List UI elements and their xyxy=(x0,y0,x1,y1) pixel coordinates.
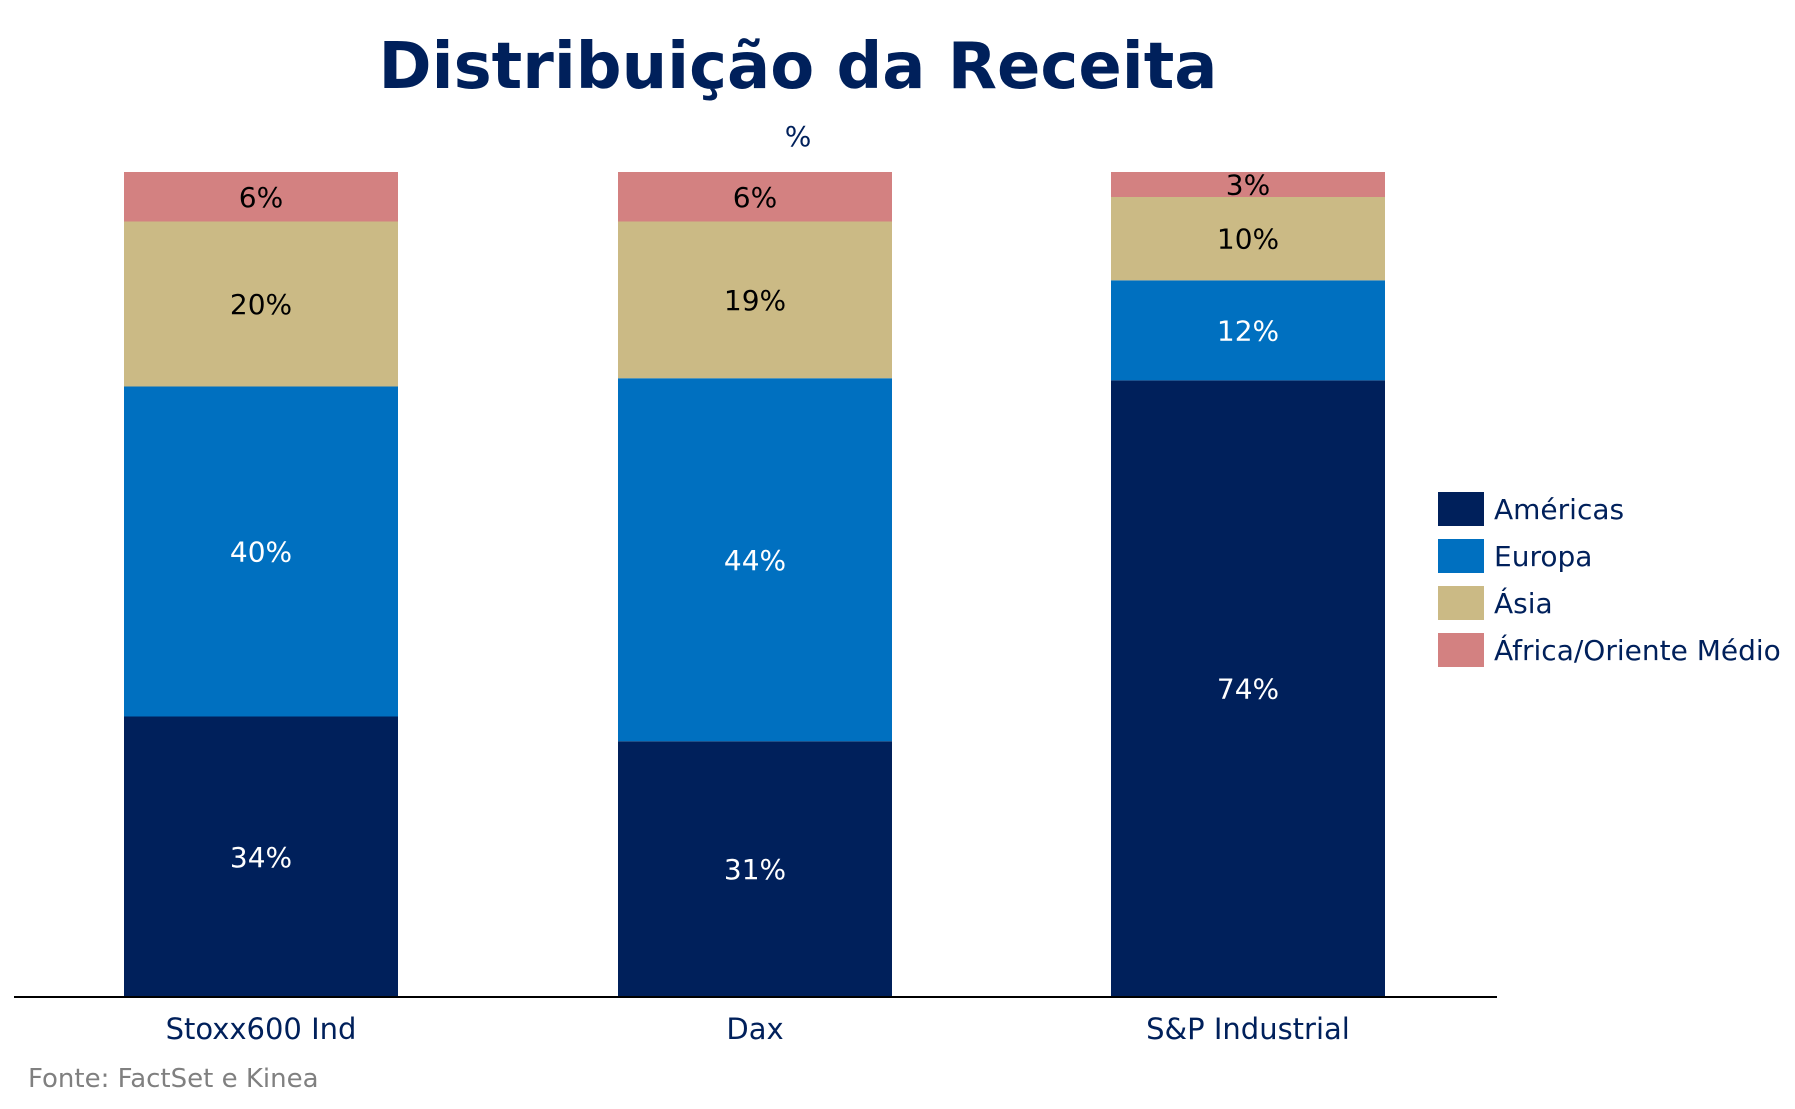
bar-segment-dax-africa-oriente-medio xyxy=(618,172,892,222)
data-label-s-p-industrial-europa: 12% xyxy=(1217,314,1279,347)
bar-segment-dax-americas xyxy=(618,741,892,997)
data-label-stoxx600-ind-africa-oriente-medio: 6% xyxy=(239,181,283,214)
source-note: Fonte: FactSet e Kinea xyxy=(28,1064,319,1094)
bar-segment-stoxx600-ind-europa xyxy=(124,386,398,717)
legend-label-europa: Europa xyxy=(1494,540,1592,573)
legend-label-americas: Américas xyxy=(1494,493,1624,526)
bars-group xyxy=(124,172,1385,997)
legend-swatch-asia xyxy=(1438,586,1484,620)
data-label-stoxx600-ind-europa: 40% xyxy=(230,536,292,569)
bar-segment-s-p-industrial-americas xyxy=(1111,380,1385,997)
legend-label-asia: Ásia xyxy=(1494,586,1553,620)
data-label-s-p-industrial-asia: 10% xyxy=(1217,223,1279,256)
chart-subtitle: % xyxy=(785,120,812,153)
x-tick-label-dax: Dax xyxy=(726,1012,783,1046)
data-label-dax-asia: 19% xyxy=(724,284,786,317)
chart-title: Distribuição da Receita xyxy=(379,30,1218,104)
legend-swatch-europa xyxy=(1438,539,1484,573)
legend-label-africa-oriente-medio: África/Oriente Médio xyxy=(1494,633,1781,667)
bar-segment-s-p-industrial-asia xyxy=(1111,197,1385,281)
bar-segment-dax-asia xyxy=(618,221,892,379)
x-tick-label-stoxx600-ind: Stoxx600 Ind xyxy=(166,1012,357,1046)
legend: Américas Europa Ásia África/Oriente Médio xyxy=(1438,492,1781,667)
bar-segment-s-p-industrial-africa-oriente-medio xyxy=(1111,172,1385,197)
bar-segment-stoxx600-ind-africa-oriente-medio xyxy=(124,172,398,222)
data-label-s-p-industrial-americas: 74% xyxy=(1217,673,1279,706)
legend-swatch-americas xyxy=(1438,492,1484,526)
data-label-s-p-industrial-africa-oriente-medio: 3% xyxy=(1226,169,1270,202)
data-labels-group: 34% 40% 20% 6% 31% 44% 19% 6% 74% 12% 10% 3% xyxy=(230,169,1279,887)
data-label-dax-africa-oriente-medio: 6% xyxy=(733,181,777,214)
data-label-stoxx600-ind-americas: 34% xyxy=(230,841,292,874)
bar-segment-stoxx600-ind-americas xyxy=(124,716,398,997)
bar-segment-stoxx600-ind-asia xyxy=(124,221,398,387)
bar-segment-s-p-industrial-europa xyxy=(1111,280,1385,381)
data-label-dax-europa: 44% xyxy=(724,544,786,577)
x-tick-labels-group: Stoxx600 Ind Dax S&P Industrial xyxy=(166,1012,1350,1046)
bar-segment-dax-europa xyxy=(618,378,892,742)
legend-swatch-africa-oriente-medio xyxy=(1438,633,1484,667)
data-label-dax-americas: 31% xyxy=(724,853,786,886)
x-tick-label-s-p-industrial: S&P Industrial xyxy=(1146,1012,1350,1046)
data-label-stoxx600-ind-asia: 20% xyxy=(230,288,292,321)
